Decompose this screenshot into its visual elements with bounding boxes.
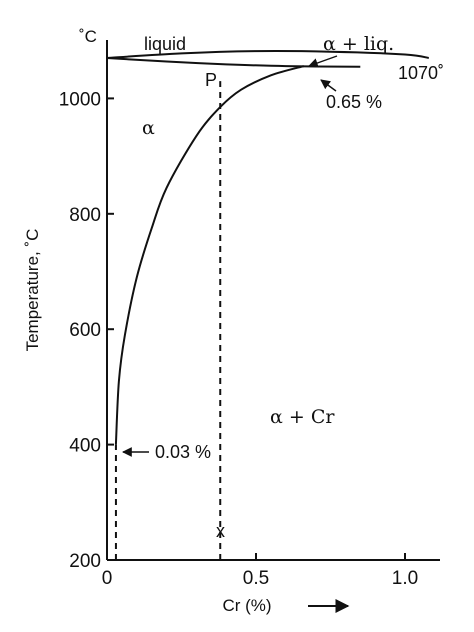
liquidus-curve	[106, 49, 429, 59]
alpha-region-label: α	[142, 117, 155, 139]
point-x-label: x	[216, 521, 225, 541]
x-tick-label: 1.0	[392, 568, 418, 589]
x-ticks: 0 0.5 1.0	[102, 553, 418, 589]
solidus-curve	[106, 57, 361, 68]
y-axis-unit: ˚C	[79, 27, 97, 46]
x-tick-label: 0.5	[243, 568, 269, 589]
y-tick-label: 600	[69, 320, 101, 341]
y-tick-label: 400	[69, 436, 101, 457]
solubility-400-label: 0.03 %	[155, 442, 211, 462]
max-solubility-arrow	[320, 79, 337, 92]
alpha-liquid-label: α + liq.	[323, 33, 394, 55]
y-tick-label: 1000	[59, 89, 101, 110]
solvus-curve	[114, 65, 304, 445]
max-solubility-label: 0.65 %	[326, 92, 382, 112]
y-axis-title: Temperature, ˚C	[23, 229, 42, 352]
liquid-label: liquid	[144, 34, 186, 54]
alpha-cr-region-label: α + Cr	[270, 406, 335, 428]
x-axis-title: Cr (%)	[222, 596, 271, 615]
point-p-label: P	[205, 70, 217, 90]
eutectic-temp-label: 1070˚	[398, 63, 444, 83]
y-ticks: 200 400 600 800 1000	[59, 89, 114, 572]
y-tick-label: 800	[69, 205, 101, 226]
alpha-liquid-arrow	[308, 55, 338, 68]
x-tick-label: 0	[102, 568, 113, 589]
y-tick-label: 200	[69, 551, 101, 572]
